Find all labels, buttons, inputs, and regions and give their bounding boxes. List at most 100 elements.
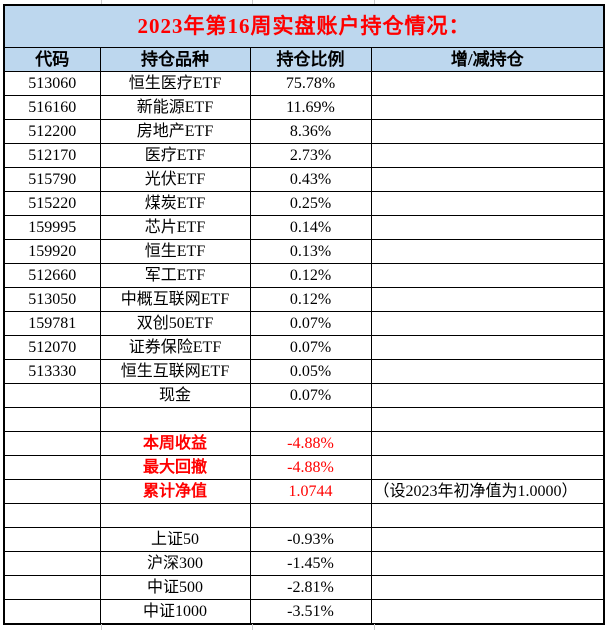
holding-name-cell: 光伏ETF xyxy=(99,167,251,192)
spacer-row xyxy=(3,503,605,528)
holding-row: 512200 房地产ETF 8.36% xyxy=(3,119,605,144)
empty-cell xyxy=(370,407,605,432)
gridline-stub xyxy=(101,624,102,630)
holding-row: 513060 恒生医疗ETF 75.78% xyxy=(3,71,605,96)
holding-name-cell: 医疗ETF xyxy=(99,143,251,168)
holding-code-cell: 512070 xyxy=(3,335,101,360)
holding-name-cell: 证券保险ETF xyxy=(99,335,251,360)
summary-value-cell: -4.88% xyxy=(249,455,372,480)
summary-code-cell xyxy=(3,479,101,504)
holding-ratio-cell: 0.07% xyxy=(249,383,372,408)
holding-code-cell: 159781 xyxy=(3,311,101,336)
holding-ratio-cell: 0.14% xyxy=(249,215,372,240)
holding-ratio-cell: 0.25% xyxy=(249,191,372,216)
holding-ratio-cell: 0.12% xyxy=(249,287,372,312)
gridline-stub xyxy=(252,0,253,4)
holding-code-cell: 159995 xyxy=(3,215,101,240)
empty-cell xyxy=(99,407,251,432)
holding-row: 159920 恒生ETF 0.13% xyxy=(3,239,605,264)
holding-change-cell xyxy=(370,71,605,96)
holding-code-cell: 516160 xyxy=(3,95,101,120)
gridline-stub xyxy=(101,0,102,4)
spacer-row xyxy=(3,407,605,432)
holding-row: 513050 中概互联网ETF 0.12% xyxy=(3,287,605,312)
holding-ratio-cell: 0.07% xyxy=(249,335,372,360)
holding-name-cell: 新能源ETF xyxy=(99,95,251,120)
summary-label-cell: 最大回撤 xyxy=(99,455,251,480)
benchmark-name-cell: 中证1000 xyxy=(99,599,251,625)
benchmark-row: 中证1000 -3.51% xyxy=(3,599,605,625)
holding-name-cell: 煤炭ETF xyxy=(99,191,251,216)
holding-change-cell xyxy=(370,239,605,264)
holding-name-cell: 芯片ETF xyxy=(99,215,251,240)
holding-ratio-cell: 0.43% xyxy=(249,167,372,192)
gridline-stub xyxy=(374,624,375,630)
holding-code-cell: 159920 xyxy=(3,239,101,264)
holding-ratio-cell: 0.05% xyxy=(249,359,372,384)
holding-ratio-cell: 2.73% xyxy=(249,143,372,168)
holding-row: 159995 芯片ETF 0.14% xyxy=(3,215,605,240)
summary-note-cell: （设2023年初净值为1.0000） xyxy=(370,479,605,504)
summary-value-cell: 1.0744 xyxy=(249,479,372,504)
holding-change-cell xyxy=(370,359,605,384)
holding-change-cell xyxy=(370,311,605,336)
holding-change-cell xyxy=(370,167,605,192)
column-header-ratio: 持仓比例 xyxy=(249,47,372,72)
holding-row: 513330 恒生互联网ETF 0.05% xyxy=(3,359,605,384)
holding-code-cell xyxy=(3,383,101,408)
summary-row: 最大回撤 -4.88% xyxy=(3,455,605,480)
holding-name-cell: 军工ETF xyxy=(99,263,251,288)
holding-change-cell xyxy=(370,215,605,240)
holding-code-cell: 513050 xyxy=(3,287,101,312)
benchmark-row: 中证500 -2.81% xyxy=(3,575,605,600)
benchmark-change-cell xyxy=(370,575,605,600)
gridline-stub xyxy=(252,624,253,630)
benchmark-name-cell: 沪深300 xyxy=(99,551,251,576)
holding-change-cell xyxy=(370,191,605,216)
holding-row: 512170 医疗ETF 2.73% xyxy=(3,143,605,168)
benchmark-name-cell: 中证500 xyxy=(99,575,251,600)
holding-change-cell xyxy=(370,143,605,168)
holding-name-cell: 中概互联网ETF xyxy=(99,287,251,312)
benchmark-row: 沪深300 -1.45% xyxy=(3,551,605,576)
benchmark-row: 上证50 -0.93% xyxy=(3,527,605,552)
holding-name-cell: 恒生ETF xyxy=(99,239,251,264)
summary-note-cell xyxy=(370,455,605,480)
holding-change-cell xyxy=(370,287,605,312)
empty-cell xyxy=(249,503,372,528)
summary-code-cell xyxy=(3,455,101,480)
benchmark-change-cell xyxy=(370,527,605,552)
benchmark-value-cell: -3.51% xyxy=(249,599,372,625)
holding-ratio-cell: 11.69% xyxy=(249,95,372,120)
holding-change-cell xyxy=(370,95,605,120)
holding-ratio-cell: 75.78% xyxy=(249,71,372,96)
benchmark-value-cell: -1.45% xyxy=(249,551,372,576)
summary-row: 本周收益 -4.88% xyxy=(3,431,605,456)
summary-value-cell: -4.88% xyxy=(249,431,372,456)
summary-label-cell: 累计净值 xyxy=(99,479,251,504)
benchmark-change-cell xyxy=(370,599,605,625)
column-header-code: 代码 xyxy=(3,47,101,72)
holding-row: 现金 0.07% xyxy=(3,383,605,408)
benchmark-value-cell: -0.93% xyxy=(249,527,372,552)
summary-row: 累计净值 1.0744 （设2023年初净值为1.0000） xyxy=(3,479,605,504)
empty-cell xyxy=(3,407,101,432)
holding-change-cell xyxy=(370,335,605,360)
holding-code-cell: 513060 xyxy=(3,71,101,96)
empty-cell xyxy=(99,503,251,528)
table-body: 513060 恒生医疗ETF 75.78% 516160 新能源ETF 11.69% 512… xyxy=(3,71,605,625)
benchmark-code-cell xyxy=(3,551,101,576)
holding-name-cell: 房地产ETF xyxy=(99,119,251,144)
holding-name-cell: 恒生医疗ETF xyxy=(99,71,251,96)
benchmark-value-cell: -2.81% xyxy=(249,575,372,600)
holding-row: 516160 新能源ETF 11.69% xyxy=(3,95,605,120)
gridline-stub xyxy=(374,0,375,4)
holding-row: 515220 煤炭ETF 0.25% xyxy=(3,191,605,216)
holding-row: 512070 证券保险ETF 0.07% xyxy=(3,335,605,360)
benchmark-code-cell xyxy=(3,527,101,552)
holding-code-cell: 512200 xyxy=(3,119,101,144)
page-title: 2023年第16周实盘账户持仓情况： xyxy=(3,4,605,48)
holding-row: 515790 光伏ETF 0.43% xyxy=(3,167,605,192)
holding-name-cell: 双创50ETF xyxy=(99,311,251,336)
